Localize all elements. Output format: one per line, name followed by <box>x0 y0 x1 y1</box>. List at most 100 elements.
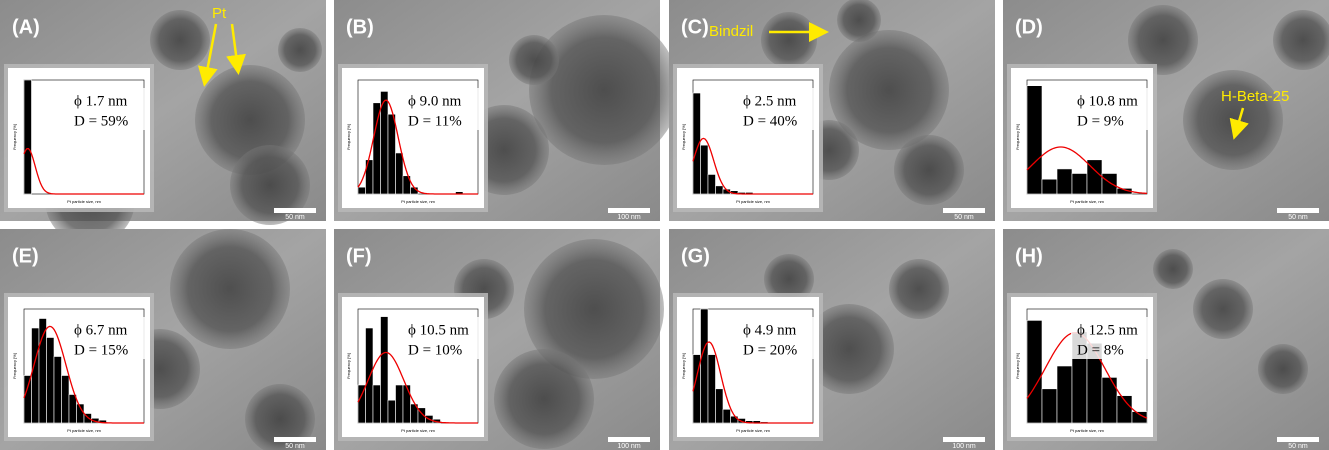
particle <box>230 145 310 225</box>
histogram-bar <box>46 337 55 424</box>
fit-curve <box>357 351 478 424</box>
y-axis-label: Frequency [%] <box>12 124 17 150</box>
histogram-bar <box>700 308 709 424</box>
annotation-label: H-Beta-25 <box>1221 88 1289 105</box>
y-axis-label: Frequency [%] <box>1015 353 1020 379</box>
panel-label: (F) <box>346 245 372 267</box>
particle <box>278 28 322 72</box>
histogram-bar <box>707 174 716 195</box>
histogram-bar <box>38 318 47 424</box>
x-axis-label: Pt particle size, nm <box>736 199 770 204</box>
dispersion: D = 40% <box>743 113 797 129</box>
histogram-bar <box>402 384 411 424</box>
particle <box>1183 70 1283 170</box>
panel-label: (G) <box>681 245 710 267</box>
x-axis-label: Pt particle size, nm <box>401 428 435 433</box>
histogram-bar <box>1071 173 1088 195</box>
panel-label: (B) <box>346 16 374 38</box>
histogram-bar <box>1026 85 1043 195</box>
arrow <box>226 23 246 75</box>
histogram-bar <box>395 152 404 195</box>
histogram-bar <box>707 354 716 424</box>
histogram-bar <box>372 384 381 424</box>
histogram-bar <box>53 356 62 424</box>
fit-curve <box>1026 146 1148 195</box>
annotation-label: Bindzil <box>709 23 753 40</box>
scale-bar-label: 50 nm <box>285 443 305 450</box>
histogram-bar <box>1131 411 1148 424</box>
histogram-bar <box>68 394 77 424</box>
histogram-bar <box>357 186 366 195</box>
histogram-bar <box>1056 365 1073 424</box>
scale-bar <box>943 437 985 442</box>
histogram-bar <box>395 384 404 424</box>
y-axis-label: Frequency [%] <box>346 124 351 150</box>
fit-curve <box>23 148 144 195</box>
histogram-bar <box>380 316 389 424</box>
fit-curve <box>357 99 478 195</box>
fit-curve <box>692 341 813 424</box>
panel-label: (A) <box>12 16 40 38</box>
scale-bar <box>274 208 316 213</box>
x-axis-label: Pt particle size, nm <box>736 428 770 433</box>
scale-bar-label: 100 nm <box>617 443 641 450</box>
panel: (A) 50 nm Frequency [%] Pt particle size, n… <box>0 0 326 245</box>
histogram-bar <box>23 375 32 424</box>
panel-label: (D) <box>1015 16 1043 38</box>
histogram-bar <box>722 409 731 424</box>
histogram-bar <box>357 384 366 424</box>
histogram-bar <box>61 375 70 424</box>
x-axis-label: Pt particle size, nm <box>1070 428 1104 433</box>
panel: (D) 50 nm Frequency [%] Pt particle size, n… <box>1003 0 1329 221</box>
particle <box>245 384 315 450</box>
text-backdrop <box>402 317 480 359</box>
particle <box>494 349 594 449</box>
particle-size: ϕ 10.8 nm <box>1077 93 1138 109</box>
scale-bar <box>274 437 316 442</box>
particle-size: ϕ 6.7 nm <box>74 322 128 338</box>
text-backdrop <box>68 317 146 359</box>
histogram-bar <box>700 144 709 195</box>
annotation: H-Beta-25 <box>1221 88 1289 140</box>
arrow <box>197 23 218 87</box>
y-axis-label: Frequency [%] <box>12 353 17 379</box>
particle-size: ϕ 12.5 nm <box>1077 322 1138 338</box>
particle <box>889 259 949 319</box>
histogram-bar <box>692 92 701 195</box>
scale-bar-label: 50 nm <box>1288 443 1308 450</box>
particle-size: ϕ 4.9 nm <box>743 322 797 338</box>
text-backdrop <box>737 88 815 130</box>
y-axis-label: Frequency [%] <box>681 124 686 150</box>
panel: (H) 50 nm Frequency [%] Pt particle size, n… <box>1003 229 1329 450</box>
histogram-bar <box>387 113 396 195</box>
annotation-label: Pt <box>212 5 227 22</box>
histogram-bar <box>1041 388 1058 424</box>
particle <box>804 304 894 394</box>
scale-bar <box>943 208 985 213</box>
particle <box>1273 10 1329 70</box>
annotation: Pt <box>197 5 246 87</box>
annotation: Bindzil <box>709 22 829 42</box>
histogram-bar <box>715 388 724 424</box>
histogram-bar <box>372 102 381 195</box>
particle <box>894 135 964 205</box>
particle-size: ϕ 2.5 nm <box>743 93 797 109</box>
panel: (G) 100 nm Frequency [%] Pt particle size, … <box>669 229 995 450</box>
particle <box>837 0 881 42</box>
particle <box>1153 249 1193 289</box>
y-axis-label: Frequency [%] <box>1015 124 1020 150</box>
panel: (F) 100 nm Frequency [%] Pt particle size, … <box>334 229 664 450</box>
text-backdrop <box>402 88 480 130</box>
fit-curve <box>692 137 813 195</box>
scale-bar-label: 100 nm <box>617 214 641 221</box>
text-backdrop <box>1071 88 1149 130</box>
dispersion: D = 15% <box>74 342 128 358</box>
dispersion: D = 20% <box>743 342 797 358</box>
panel: (E) 50 nm Frequency [%] Pt particle size, n… <box>0 229 326 450</box>
particle-size: ϕ 9.0 nm <box>408 93 462 109</box>
particle <box>150 10 210 70</box>
particle-size: ϕ 10.5 nm <box>408 322 469 338</box>
scale-bar <box>608 437 650 442</box>
scale-bar-label: 100 nm <box>952 443 976 450</box>
